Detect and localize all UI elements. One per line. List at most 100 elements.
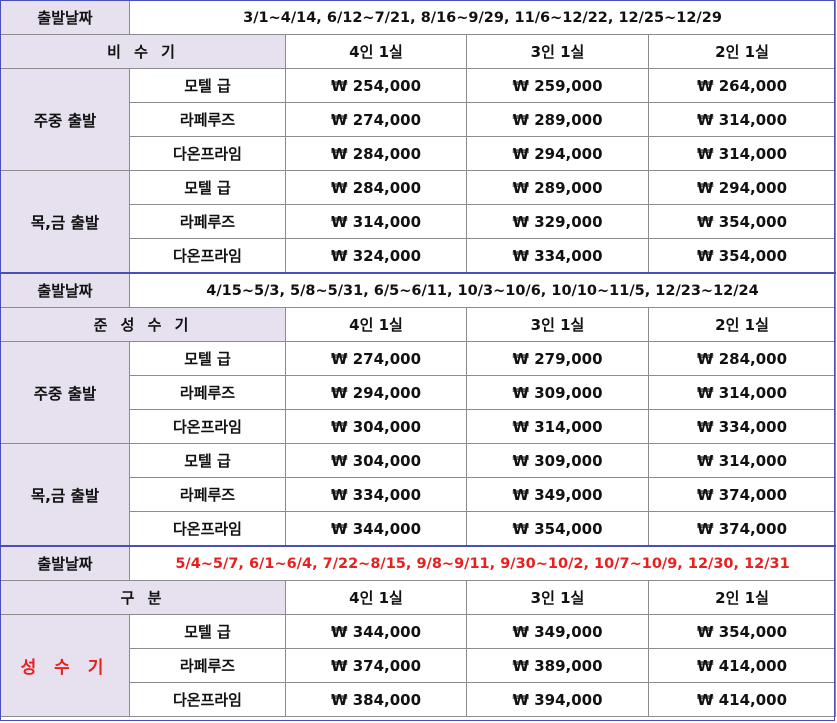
hotel-name: 라페루즈 xyxy=(129,477,286,512)
price-cell: ₩ 374,000 xyxy=(285,648,467,683)
price-cell: ₩ 354,000 xyxy=(466,511,649,547)
date-label: 출발날짜 xyxy=(0,272,130,308)
price-cell: ₩ 304,000 xyxy=(285,443,467,478)
departure-group-label: 주중 출발 xyxy=(0,68,130,171)
price-cell: ₩ 254,000 xyxy=(285,68,467,103)
room-type-header: 2인 1실 xyxy=(647,580,837,615)
price-cell: ₩ 384,000 xyxy=(285,682,467,717)
room-type-header: 2인 1실 xyxy=(647,307,837,342)
price-cell: ₩ 354,000 xyxy=(647,238,837,274)
departure-group-label: 성 수 기 xyxy=(0,614,130,717)
hotel-name: 모텔 급 xyxy=(129,443,286,478)
season-label: 준 성 수 기 xyxy=(0,307,286,342)
price-cell: ₩ 294,000 xyxy=(466,136,649,171)
table-row: 주중 출발 모텔 급 ₩ 254,000 ₩ 259,000 ₩ 264,000 xyxy=(0,68,837,171)
price-cell: ₩ 289,000 xyxy=(466,102,649,137)
price-cell: ₩ 304,000 xyxy=(285,409,467,444)
room-type-header: 2인 1실 xyxy=(647,34,837,69)
room-type-header: 4인 1실 xyxy=(285,307,467,342)
price-cell: ₩ 284,000 xyxy=(647,341,837,376)
price-cell: ₩ 354,000 xyxy=(647,614,837,649)
price-cell: ₩ 344,000 xyxy=(285,614,467,649)
date-label: 출발날짜 xyxy=(0,545,130,581)
table-row: 다온프라임 ₩ 304,000 ₩ 314,000 ₩ 334,000 xyxy=(1,409,837,444)
price-cell: ₩ 314,000 xyxy=(647,375,837,410)
price-cell: ₩ 284,000 xyxy=(285,170,467,205)
table-row: 라페루즈 ₩ 334,000 ₩ 349,000 ₩ 374,000 xyxy=(1,477,837,512)
season-label: 구 분 xyxy=(0,580,286,615)
hotel-name: 다온프라임 xyxy=(129,682,286,717)
hotel-name: 모텔 급 xyxy=(129,341,286,376)
room-type-header: 4인 1실 xyxy=(285,580,467,615)
price-cell: ₩ 394,000 xyxy=(466,682,649,717)
price-cell: ₩ 329,000 xyxy=(466,204,649,239)
hotel-name: 다온프라임 xyxy=(129,238,286,274)
table-row: 다온프라임 ₩ 284,000 ₩ 294,000 ₩ 314,000 xyxy=(1,136,837,171)
date-ranges: 3/1~4/14, 6/12~7/21, 8/16~9/29, 11/6~12/… xyxy=(128,0,837,35)
price-cell: ₩ 374,000 xyxy=(647,477,837,512)
table-row: 다온프라임 ₩ 384,000 ₩ 394,000 ₩ 414,000 xyxy=(1,682,837,717)
departure-group-label: 주중 출발 xyxy=(0,341,130,444)
price-cell: ₩ 294,000 xyxy=(285,375,467,410)
table-row: 라페루즈 ₩ 314,000 ₩ 329,000 ₩ 354,000 xyxy=(1,204,837,239)
hotel-name: 모텔 급 xyxy=(129,170,286,205)
price-cell: ₩ 334,000 xyxy=(466,238,649,274)
room-type-header: 3인 1실 xyxy=(466,580,649,615)
date-row: 출발날짜 4/15~5/3, 5/8~5/31, 6/5~6/11, 10/3~1… xyxy=(0,272,837,308)
date-label: 출발날짜 xyxy=(0,0,130,35)
price-cell: ₩ 389,000 xyxy=(466,648,649,683)
date-row: 출발날짜 5/4~5/7, 6/1~6/4, 7/22~8/15, 9/8~9/1… xyxy=(0,545,837,581)
column-header-row: 구 분 4인 1실 3인 1실 2인 1실 xyxy=(0,580,837,615)
hotel-name: 모텔 급 xyxy=(129,614,286,649)
price-cell: ₩ 274,000 xyxy=(285,341,467,376)
room-type-header: 3인 1실 xyxy=(466,307,649,342)
price-cell: ₩ 334,000 xyxy=(647,409,837,444)
price-cell: ₩ 309,000 xyxy=(466,375,649,410)
hotel-name: 라페루즈 xyxy=(129,648,286,683)
price-cell: ₩ 294,000 xyxy=(647,170,837,205)
price-cell: ₩ 264,000 xyxy=(647,68,837,103)
price-cell: ₩ 314,000 xyxy=(285,204,467,239)
hotel-name: 라페루즈 xyxy=(129,204,286,239)
price-cell: ₩ 414,000 xyxy=(647,648,837,683)
column-header-row: 준 성 수 기 4인 1실 3인 1실 2인 1실 xyxy=(0,307,837,342)
hotel-name: 다온프라임 xyxy=(129,136,286,171)
table-row: 주중 출발 모텔 급 ₩ 274,000 ₩ 279,000 ₩ 284,000 xyxy=(0,341,837,444)
departure-group-label: 목,금 출발 xyxy=(0,443,130,547)
price-cell: ₩ 279,000 xyxy=(466,341,649,376)
date-ranges: 4/15~5/3, 5/8~5/31, 6/5~6/11, 10/3~10/6,… xyxy=(128,272,837,308)
price-cell: ₩ 314,000 xyxy=(647,443,837,478)
price-cell: ₩ 324,000 xyxy=(285,238,467,274)
price-cell: ₩ 374,000 xyxy=(647,511,837,547)
price-cell: ₩ 414,000 xyxy=(647,682,837,717)
price-cell: ₩ 349,000 xyxy=(466,614,649,649)
table-row: 라페루즈 ₩ 274,000 ₩ 289,000 ₩ 314,000 xyxy=(1,102,837,137)
price-cell: ₩ 314,000 xyxy=(647,102,837,137)
table-row: 다온프라임 ₩ 344,000 ₩ 354,000 ₩ 374,000 xyxy=(1,511,837,547)
hotel-name: 다온프라임 xyxy=(129,409,286,444)
price-cell: ₩ 314,000 xyxy=(647,136,837,171)
table-row: 성 수 기 모텔 급 ₩ 344,000 ₩ 349,000 ₩ 354,000 xyxy=(0,614,837,717)
room-type-header: 3인 1실 xyxy=(466,34,649,69)
room-type-header: 4인 1실 xyxy=(285,34,467,69)
table-row: 목,금 출발 모텔 급 ₩ 304,000 ₩ 309,000 ₩ 314,000 xyxy=(0,443,837,547)
hotel-name: 라페루즈 xyxy=(129,102,286,137)
table-row: 라페루즈 ₩ 294,000 ₩ 309,000 ₩ 314,000 xyxy=(1,375,837,410)
hotel-name: 모텔 급 xyxy=(129,68,286,103)
departure-group-label: 목,금 출발 xyxy=(0,170,130,274)
price-cell: ₩ 259,000 xyxy=(466,68,649,103)
hotel-name: 라페루즈 xyxy=(129,375,286,410)
price-cell: ₩ 309,000 xyxy=(466,443,649,478)
season-label: 비 수 기 xyxy=(0,34,286,69)
table-row: 다온프라임 ₩ 324,000 ₩ 334,000 ₩ 354,000 xyxy=(1,238,837,274)
price-cell: ₩ 349,000 xyxy=(466,477,649,512)
price-cell: ₩ 354,000 xyxy=(647,204,837,239)
price-cell: ₩ 314,000 xyxy=(466,409,649,444)
price-cell: ₩ 289,000 xyxy=(466,170,649,205)
date-row: 출발날짜 3/1~4/14, 6/12~7/21, 8/16~9/29, 11/6… xyxy=(0,0,837,35)
column-header-row: 비 수 기 4인 1실 3인 1실 2인 1실 xyxy=(0,34,837,69)
price-cell: ₩ 284,000 xyxy=(285,136,467,171)
